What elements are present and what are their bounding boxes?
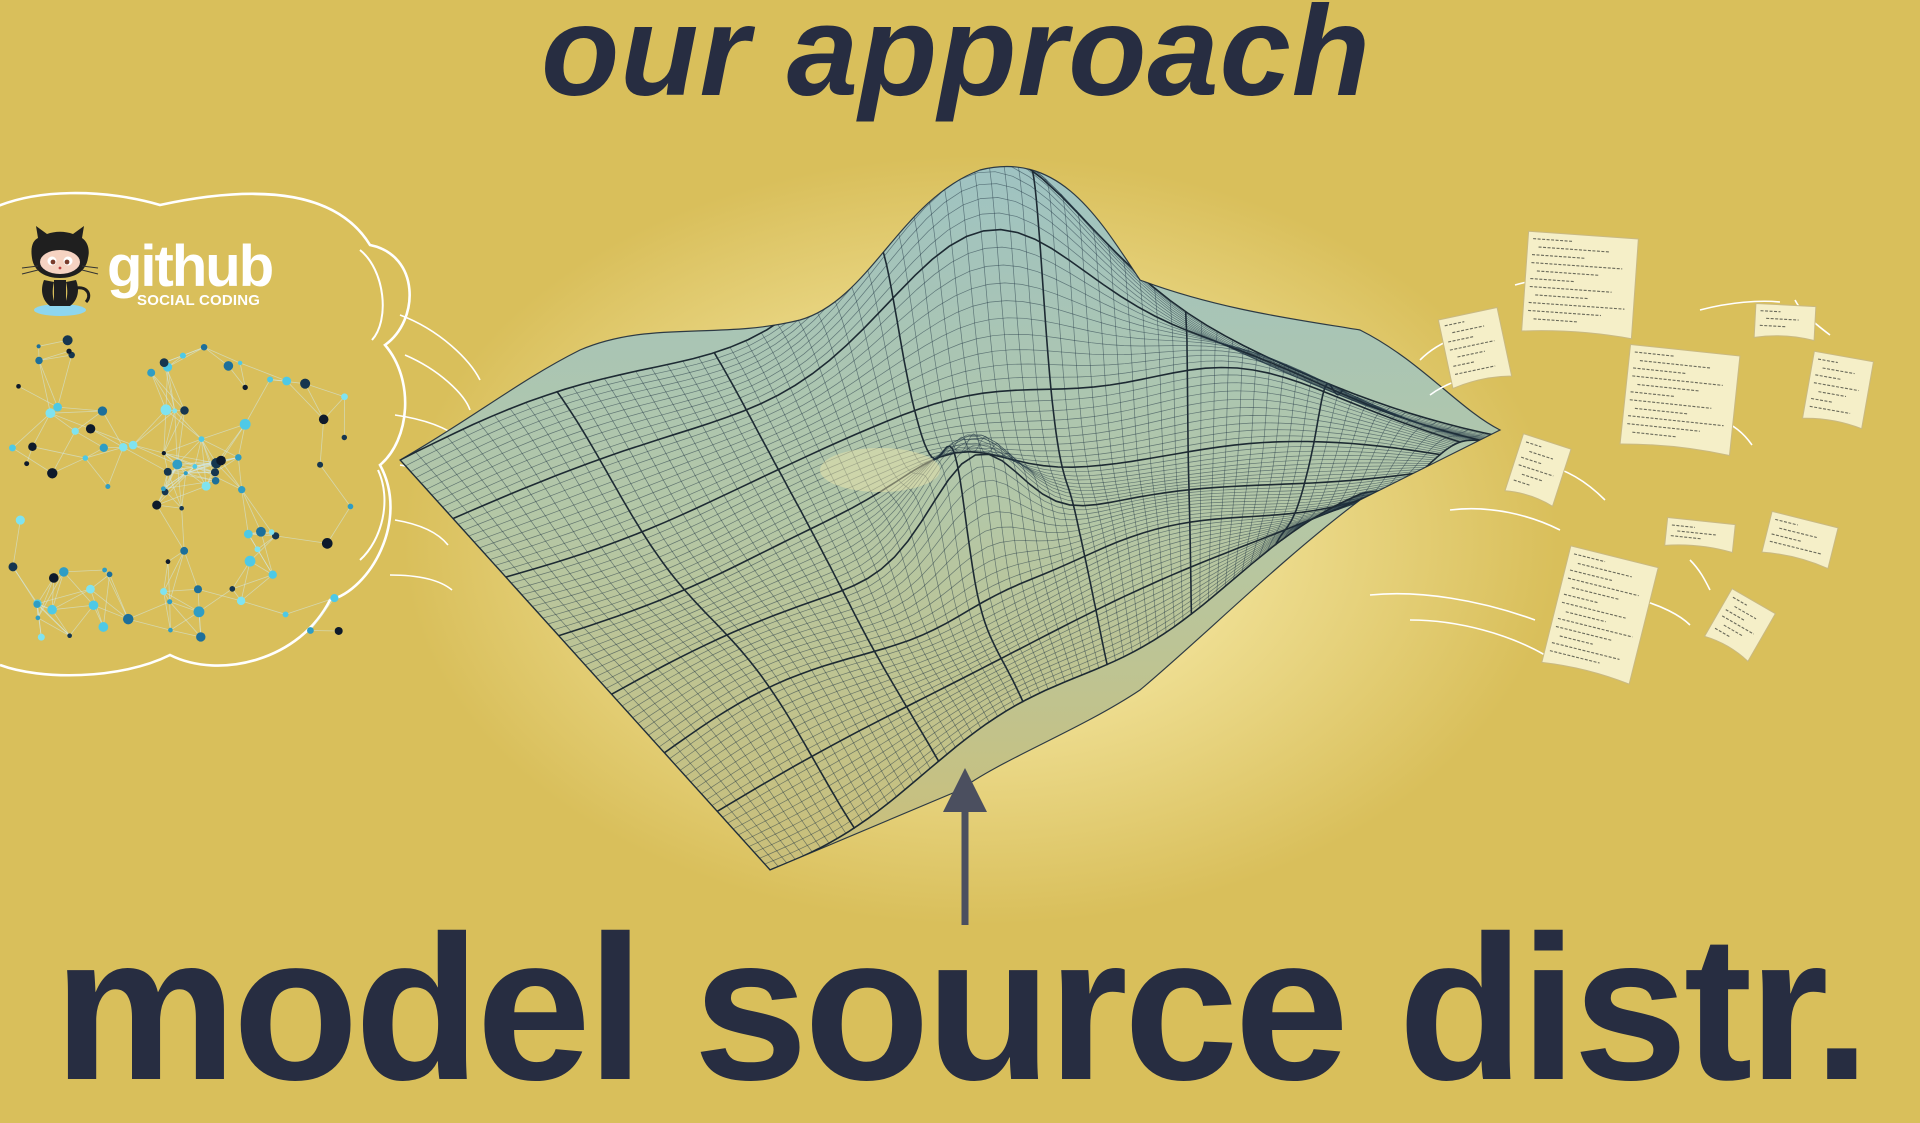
github-wordmark: github SOCIAL CODING	[107, 238, 272, 309]
github-wordmark-text: github	[107, 238, 272, 296]
github-tagline: SOCIAL CODING	[137, 292, 272, 309]
slide-caption: model source distr.	[0, 905, 1920, 1111]
